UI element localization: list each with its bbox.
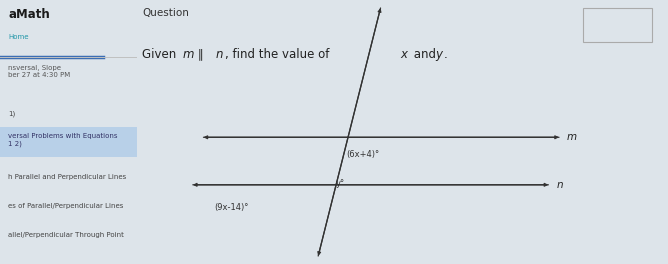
Text: h Parallel and Perpendicular Lines: h Parallel and Perpendicular Lines [8, 174, 126, 180]
Text: 1): 1) [8, 110, 15, 117]
Text: Home: Home [8, 34, 29, 40]
Text: and: and [410, 48, 440, 60]
Text: , find the value of: , find the value of [224, 48, 333, 60]
Text: allel/Perpendicular Through Point: allel/Perpendicular Through Point [8, 232, 124, 238]
Bar [583, 8, 652, 42]
Text: (9x-14)°: (9x-14)° [214, 203, 248, 212]
Text: y°: y° [336, 179, 345, 188]
Text: es of Parallel/Perpendicular Lines: es of Parallel/Perpendicular Lines [8, 203, 124, 209]
Text: Given: Given [142, 48, 180, 60]
Text: m: m [182, 48, 194, 60]
Text: .: . [444, 48, 448, 60]
Text: aMath: aMath [8, 8, 50, 21]
Text: y: y [436, 48, 442, 60]
Text: x: x [400, 48, 407, 60]
Text: m: m [567, 132, 577, 142]
Text: ∥: ∥ [194, 48, 208, 60]
Text: nsversal, Slope
ber 27 at 4:30 PM: nsversal, Slope ber 27 at 4:30 PM [8, 65, 70, 78]
Text: versal Problems with Equations
1 2): versal Problems with Equations 1 2) [8, 133, 118, 147]
Text: Question: Question [142, 8, 189, 18]
Text: n: n [216, 48, 223, 60]
FancyBboxPatch shape [0, 127, 137, 157]
Text: n: n [556, 180, 563, 190]
Text: (6x+4)°: (6x+4)° [347, 150, 380, 159]
